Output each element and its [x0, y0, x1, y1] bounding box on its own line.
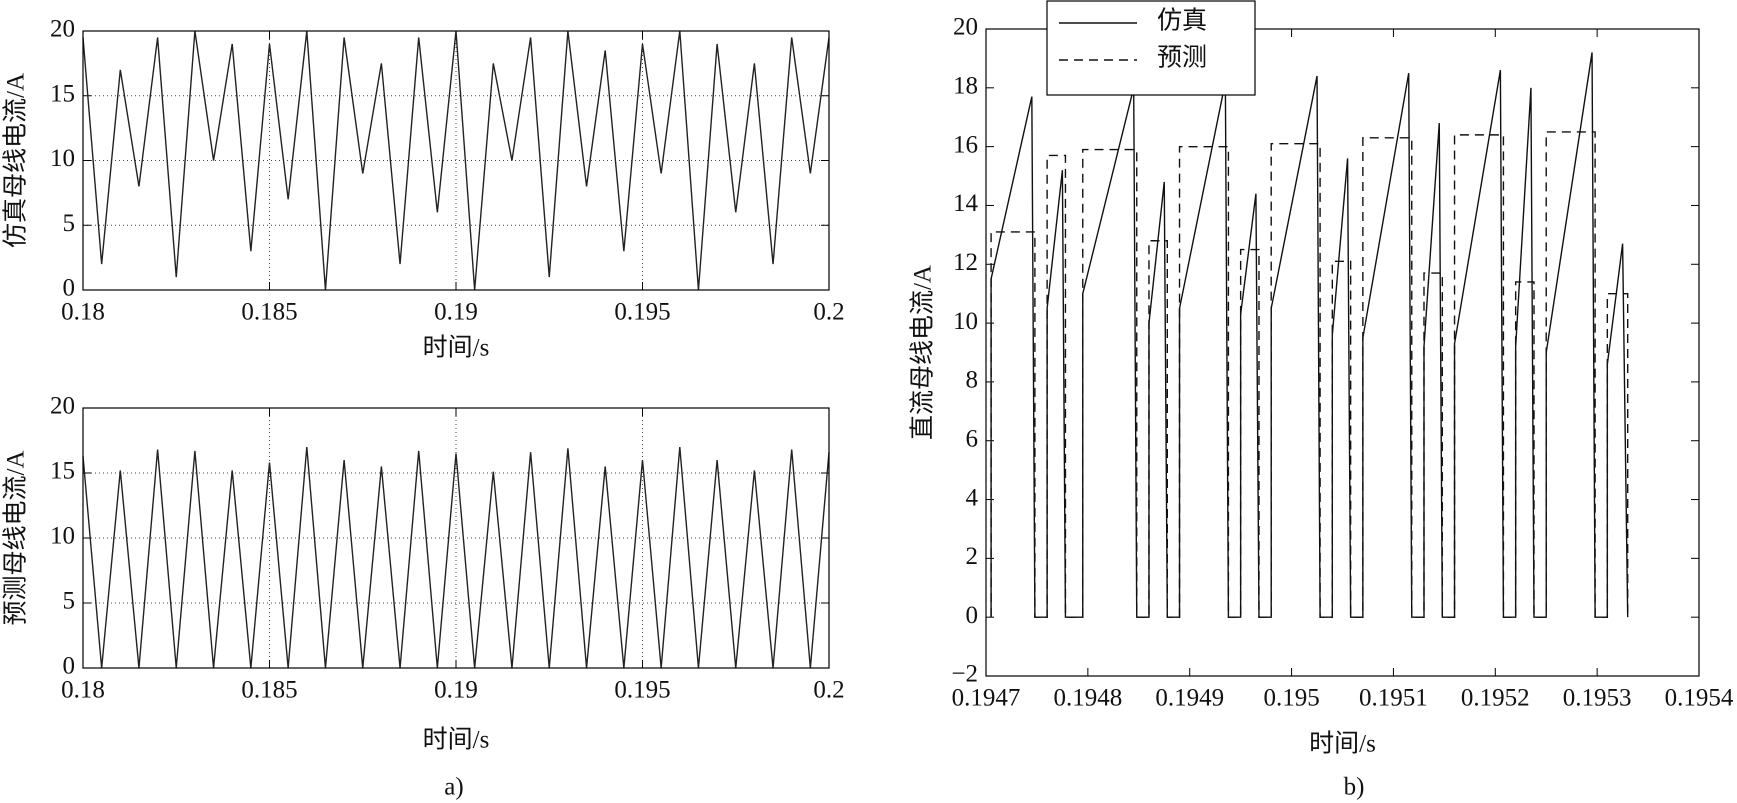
caption: b) — [1344, 774, 1365, 801]
y-axis-label: 直流母线电流/A — [909, 265, 937, 440]
y-tick-label: −2 — [951, 661, 978, 688]
y-tick-label: 18 — [953, 73, 978, 100]
y-axis-label: 仿真母线电流/A — [2, 73, 30, 248]
x-tick-label: 0.1947 — [952, 685, 1021, 712]
y-tick-label: 0 — [63, 653, 76, 680]
x-tick-label: 0.1954 — [1665, 685, 1734, 712]
y-tick-label: 15 — [50, 458, 75, 485]
y-tick-label: 0 — [63, 275, 76, 302]
axes-frame — [985, 28, 1700, 677]
y-tick-label: 10 — [50, 145, 75, 172]
x-axis-label: 时间/s — [423, 334, 490, 362]
y-tick-label: 20 — [50, 393, 75, 420]
x-tick-label: 0.18 — [61, 677, 105, 704]
x-tick-label: 0.1952 — [1461, 685, 1530, 712]
data-line — [990, 131, 1629, 618]
x-tick-label: 0.19 — [434, 299, 478, 326]
x-tick-label: 0.1953 — [1563, 685, 1632, 712]
legend-label: 预测 — [1157, 44, 1207, 72]
x-tick-label: 0.185 — [241, 677, 297, 704]
x-axis-label: 时间/s — [423, 726, 490, 754]
x-tick-label: 0.19 — [434, 677, 478, 704]
y-tick-label: 0 — [966, 602, 979, 629]
caption: a) — [444, 774, 463, 801]
y-tick-label: 14 — [953, 190, 979, 217]
x-tick-label: 0.195 — [614, 299, 670, 326]
legend-label: 仿真 — [1157, 7, 1207, 35]
y-tick-label: 10 — [50, 523, 75, 550]
x-tick-label: 0.1951 — [1359, 685, 1428, 712]
y-tick-label: 16 — [953, 131, 978, 158]
x-tick-label: 0.195 — [614, 677, 670, 704]
y-tick-label: 15 — [50, 80, 75, 107]
axes-frame — [82, 30, 830, 291]
y-tick-label: 5 — [63, 588, 76, 615]
x-tick-label: 0.2 — [813, 677, 844, 704]
x-tick-label: 0.18 — [61, 299, 105, 326]
x-axis-label: 时间/s — [1309, 730, 1376, 758]
plot-area — [986, 29, 1699, 676]
y-tick-label: 8 — [966, 367, 979, 394]
axes-frame — [82, 407, 830, 669]
y-tick-label: 12 — [953, 249, 978, 276]
legend-box — [1046, 0, 1256, 96]
y-tick-label: 4 — [966, 484, 979, 511]
x-tick-label: 0.1949 — [1155, 685, 1224, 712]
x-tick-label: 0.185 — [241, 299, 297, 326]
data-line — [82, 446, 830, 669]
x-tick-label: 0.2 — [813, 299, 844, 326]
y-tick-label: 20 — [953, 14, 978, 41]
y-tick-label: 6 — [966, 425, 979, 452]
y-tick-label: 2 — [966, 543, 979, 570]
y-tick-label: 20 — [50, 16, 75, 43]
y-axis-label: 预测母线电流/A — [2, 450, 30, 625]
y-tick-label: 10 — [953, 308, 978, 335]
x-tick-label: 0.1948 — [1053, 685, 1122, 712]
y-tick-label: 5 — [63, 210, 76, 237]
x-tick-label: 0.195 — [1263, 685, 1319, 712]
data-line — [990, 52, 1629, 618]
